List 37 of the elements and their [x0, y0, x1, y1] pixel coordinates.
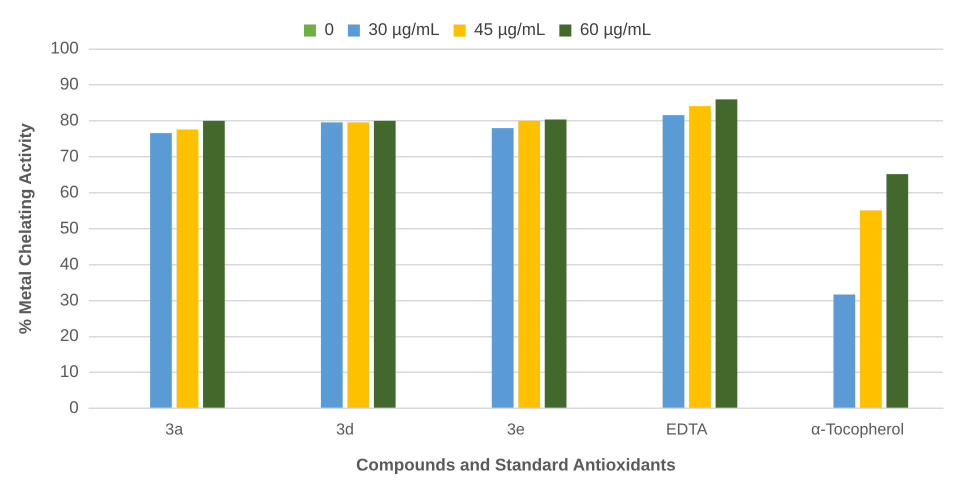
- y-tick-label: 80: [60, 110, 79, 130]
- x-tick-label: EDTA: [666, 421, 708, 438]
- bar: [320, 122, 343, 408]
- y-tick-label: 60: [60, 182, 79, 202]
- bar: [860, 210, 882, 408]
- x-tick-label: 3e: [506, 421, 525, 438]
- legend-label: 30 µg/mL: [368, 20, 440, 40]
- bar: [374, 120, 396, 408]
- y-tick-label: 70: [60, 146, 79, 166]
- legend-label: 0: [324, 20, 334, 40]
- y-tick-label: 100: [50, 38, 79, 58]
- x-tick-label: 3a: [165, 421, 184, 438]
- y-tick-label: 20: [60, 326, 79, 346]
- y-tick-label: 90: [60, 74, 79, 94]
- y-tick-label: 50: [60, 218, 79, 238]
- bar: [492, 128, 514, 408]
- bar: [716, 99, 738, 408]
- bar: [833, 294, 856, 408]
- bar: [544, 119, 566, 408]
- bar: [689, 106, 711, 408]
- bar: [886, 174, 908, 408]
- legend-label: 45 µg/mL: [474, 20, 546, 40]
- bar: [518, 120, 540, 408]
- x-tick-label: α-Tocopherol: [811, 421, 904, 438]
- legend-label: 60 µg/mL: [580, 20, 652, 40]
- bar: [203, 120, 225, 408]
- y-tick-label: 40: [60, 254, 79, 274]
- x-tick-label: 3d: [336, 421, 354, 438]
- bar: [176, 130, 198, 408]
- y-tick-label: 10: [60, 362, 79, 382]
- bar: [150, 133, 172, 408]
- y-tick-label: 30: [60, 290, 79, 310]
- bar: [662, 115, 684, 408]
- bar: [347, 122, 370, 408]
- x-axis-title: Compounds and Standard Antioxidants: [356, 455, 676, 474]
- y-axis-title: % Metal Chelating Activity: [16, 122, 35, 334]
- y-tick-label: 0: [69, 398, 79, 418]
